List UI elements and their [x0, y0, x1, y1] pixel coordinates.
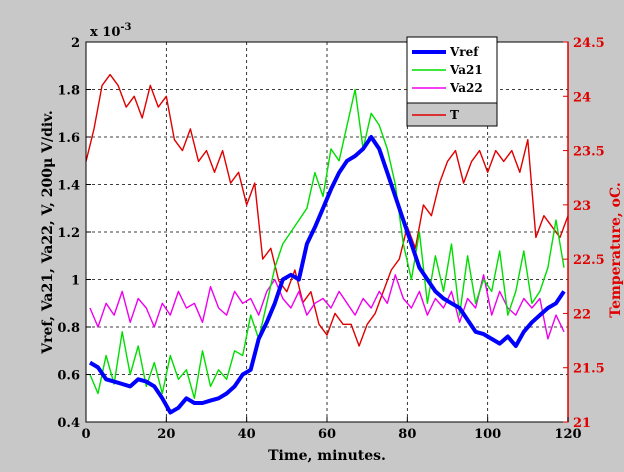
x-tick-label: 20: [157, 427, 175, 442]
y-tick-label: 1: [71, 274, 80, 289]
y-tick-label: 1.2: [57, 226, 80, 241]
legend-label-va21: Va21: [449, 63, 483, 77]
x-tick-label: 40: [238, 427, 256, 442]
y-right-axis-ticks: 21 21.5 22 22.5 23 23.5 24 24.5: [563, 36, 605, 431]
y-right-tick-label: 21.5: [573, 362, 605, 377]
y-tick-label: 1.6: [57, 131, 80, 146]
y-right-tick-label: 24: [573, 90, 591, 105]
legend: Vref Va21 Va22 T: [406, 36, 498, 127]
y-right-axis-label: Temperature, oC.: [608, 182, 624, 317]
y-tick-label: 2: [71, 36, 80, 51]
y-tick-label: 1.4: [57, 179, 80, 194]
x-tick-label: 60: [318, 427, 336, 442]
x-axis-ticks: 0 20 40 60 80 100 120: [81, 417, 582, 442]
x-tick-label: 80: [398, 427, 416, 442]
x-axis-label: Time, minutes.: [268, 448, 386, 464]
y-tick-label: 0.8: [57, 321, 80, 336]
y-right-tick-label: 24.5: [573, 36, 605, 51]
x-tick-label: 120: [554, 427, 581, 442]
y-right-tick-label: 22: [573, 307, 591, 322]
series-lines: [85, 73, 569, 415]
y-axis-label: Vref, Va21, Va22, V, 200μ V/div.: [40, 110, 56, 355]
y-right-tick-label: 23: [573, 199, 591, 214]
series-line-t: [85, 73, 569, 347]
y-tick-label: 0.4: [57, 416, 80, 431]
series-line-va21: [89, 88, 565, 399]
legend-label-t: T: [450, 108, 459, 122]
y-tick-label: 0.6: [57, 369, 80, 384]
y-right-tick-label: 21: [573, 416, 591, 431]
y-right-tick-label: 22.5: [573, 253, 605, 268]
x-tick-label: 100: [474, 427, 501, 442]
y-tick-label: 1.8: [57, 84, 80, 99]
y-exponent-label: x 10-3: [90, 22, 132, 40]
legend-label-vref: Vref: [449, 45, 479, 59]
legend-t-box: [406, 102, 498, 127]
x-tick-label: 0: [81, 427, 90, 442]
legend-label-va22: Va22: [449, 81, 483, 95]
series-line-vref: [88, 135, 566, 415]
y-right-tick-label: 23.5: [573, 145, 605, 160]
y-axis-ticks: 0.4 0.6 0.8 1 1.2 1.4 1.6 1.8 2: [57, 36, 91, 431]
